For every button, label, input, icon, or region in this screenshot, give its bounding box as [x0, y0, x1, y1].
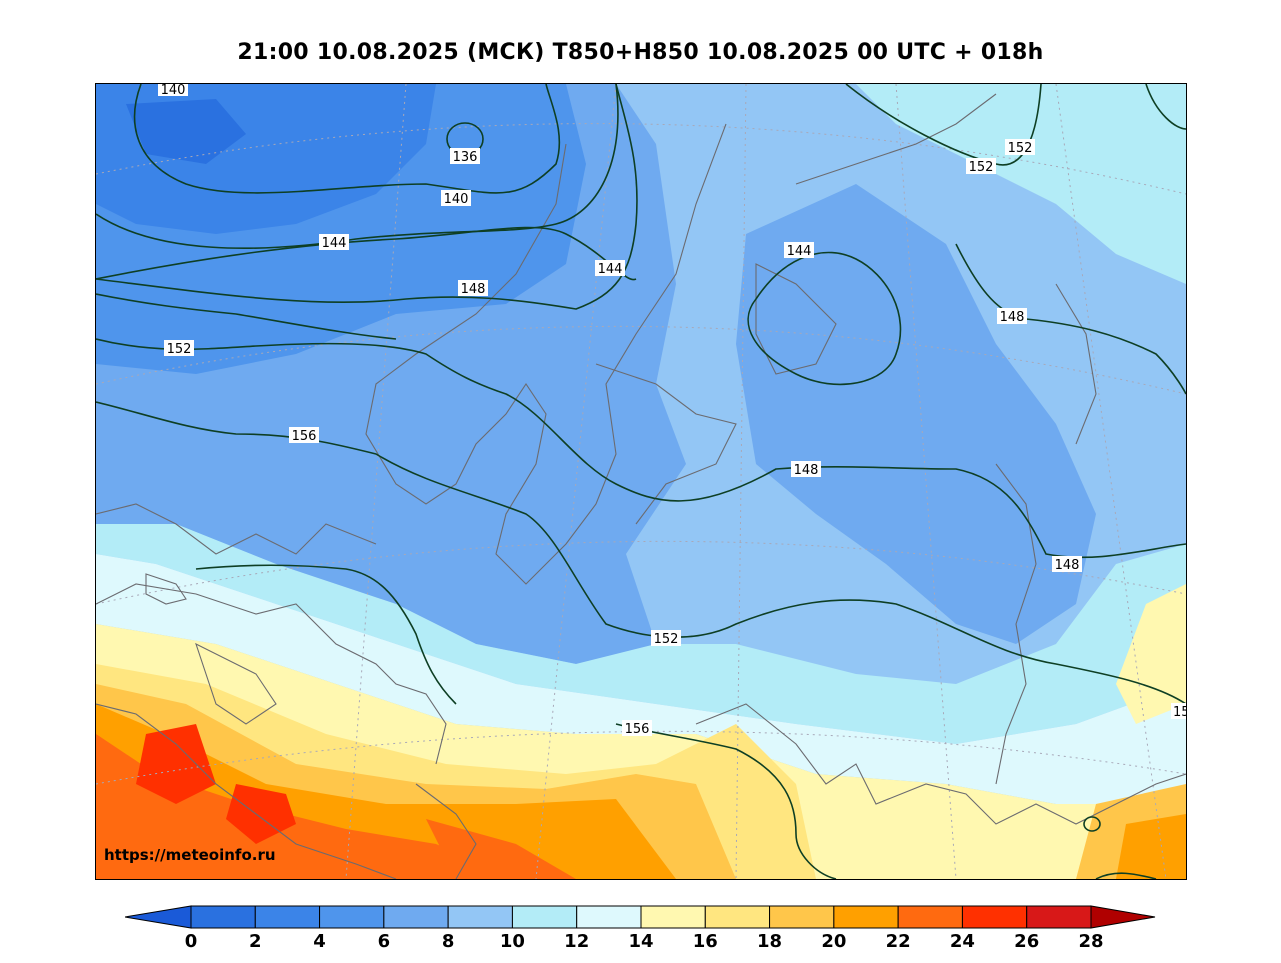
colorbar-tick-label: 28	[1078, 931, 1104, 952]
colorbar-tick-label: 24	[949, 931, 975, 952]
contour-label-148-a: 148	[458, 280, 488, 297]
colorbar-tick-label: 10	[499, 931, 525, 952]
contour-label-148-d: 148	[1052, 556, 1082, 573]
colorbar-tick-label: 2	[249, 931, 262, 952]
svg-text:144: 144	[322, 236, 347, 251]
svg-text:15: 15	[1173, 705, 1186, 720]
chart-title: 21:00 10.08.2025 (МСК) T850+H850 10.08.2…	[237, 40, 1044, 65]
colorbar-tick-label: 0	[184, 931, 198, 952]
svg-text:136: 136	[453, 150, 478, 165]
svg-text:152: 152	[167, 342, 192, 357]
colorbar-segment	[511, 905, 578, 929]
colorbar-tick-label: 4	[313, 931, 326, 952]
svg-text:148: 148	[794, 463, 819, 478]
colorbar-tick-label: 20	[821, 931, 847, 952]
colorbar-tick-label: 12	[564, 931, 590, 952]
colorbar-tick-label: 22	[885, 931, 911, 952]
svg-text:148: 148	[461, 282, 486, 297]
contour-label-152-b: 152	[651, 630, 681, 647]
svg-text:156: 156	[292, 429, 317, 444]
colorbar-segment	[254, 905, 321, 929]
contour-label-152-c: 152	[966, 158, 996, 175]
watermark-url: https://meteoinfo.ru	[104, 846, 276, 864]
colorbar-segment	[576, 905, 642, 929]
contour-label-144-c: 144	[784, 242, 814, 259]
contour-label-148-c: 148	[997, 308, 1027, 325]
colorbar-tick-label: 16	[692, 931, 718, 952]
colorbar-under-triangle	[125, 905, 192, 929]
colorbar-segment	[447, 905, 513, 929]
colorbar-tick-label: 8	[441, 931, 455, 952]
contour-label-15-partial: 15	[1171, 703, 1186, 720]
contour-label-144-b: 144	[595, 260, 625, 277]
colorbar-tick-label: 18	[757, 931, 783, 952]
contour-label-140-b: 140	[441, 190, 471, 207]
colorbar-tick-label: 14	[628, 931, 654, 952]
temperature-fill	[96, 84, 1186, 879]
svg-text:144: 144	[787, 244, 812, 259]
contour-label-148-b: 148	[791, 461, 821, 478]
colorbar-segment	[897, 905, 963, 929]
colorbar-segment	[704, 905, 771, 929]
contour-label-152-a: 152	[164, 340, 194, 357]
colorbar-segment	[1026, 905, 1092, 929]
colorbar-segment	[383, 905, 449, 929]
colorbar	[125, 905, 1156, 929]
contour-label-152-d: 152	[1005, 139, 1035, 156]
contour-label-144-a: 144	[319, 234, 349, 251]
svg-text:140: 140	[444, 192, 469, 207]
svg-text:152: 152	[1008, 141, 1033, 156]
colorbar-segment	[319, 905, 385, 929]
svg-text:156: 156	[625, 722, 650, 737]
svg-text:152: 152	[969, 160, 994, 175]
contour-label-156-a: 156	[289, 427, 319, 444]
contour-label-136: 136	[450, 148, 480, 165]
colorbar-over-triangle	[1090, 905, 1156, 929]
weather-map: 136 140 140 144 144 144 148 148 148 148 …	[96, 84, 1186, 879]
colorbar-segment	[769, 905, 835, 929]
contour-labels: 136 140 140 144 144 144 148 148 148 148 …	[158, 84, 1186, 737]
colorbar-segment	[640, 905, 706, 929]
contour-label-140-a: 140	[158, 84, 188, 98]
svg-text:140: 140	[161, 84, 186, 98]
colorbar-segment	[961, 905, 1028, 929]
coastlines	[96, 93, 1186, 879]
colorbar-segment	[833, 905, 899, 929]
colorbar-segment	[190, 905, 256, 929]
svg-text:152: 152	[654, 632, 679, 647]
colorbar-tick-label: 26	[1014, 931, 1040, 952]
graticule	[96, 84, 1186, 879]
contour-label-156-b: 156	[622, 720, 652, 737]
colorbar-tick-label: 6	[377, 931, 391, 952]
svg-text:148: 148	[1055, 558, 1080, 573]
height-contours	[96, 84, 1186, 879]
svg-text:148: 148	[1000, 310, 1025, 325]
svg-text:144: 144	[598, 262, 623, 277]
